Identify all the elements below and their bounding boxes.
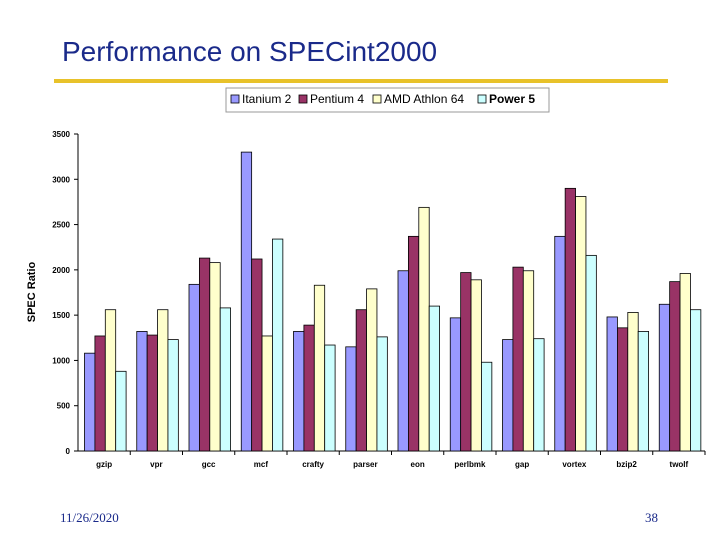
y-tick-label: 0: [66, 447, 71, 456]
bar-vortex-pentium-4: [564, 187, 576, 452]
y-tick-label: 2000: [52, 266, 70, 275]
bar-parser-pentium-4: [355, 309, 367, 452]
y-tick-label: 500: [57, 402, 71, 411]
bar-perlbmk-pentium-4: [460, 272, 472, 452]
bar-mcf-amd-athlon-64: [261, 335, 273, 452]
bar-vpr-power-5: [167, 339, 179, 452]
legend-label-power-5: Power 5: [489, 92, 535, 106]
legend-box: [225, 87, 550, 113]
y-tick-label: 1500: [52, 311, 70, 320]
bar-vpr-itanium-2: [136, 331, 148, 452]
y-tick-label: 3000: [52, 175, 70, 184]
title-underline: [54, 79, 668, 83]
x-tick-label-crafty: crafty: [302, 460, 324, 469]
bar-vortex-amd-athlon-64: [575, 196, 587, 452]
bar-parser-amd-athlon-64: [366, 288, 378, 452]
bar-vortex-power-5: [585, 254, 597, 452]
bar-eon-amd-athlon-64: [418, 206, 430, 452]
bar-twolf-power-5: [690, 309, 702, 452]
x-tick-label-gzip: gzip: [96, 460, 112, 469]
bar-bzip2-power-5: [637, 331, 650, 452]
bar-gzip-itanium-2: [84, 352, 96, 452]
y-tick-label: 1000: [52, 356, 70, 365]
bar-bzip2-pentium-4: [617, 327, 629, 452]
x-tick-label-gcc: gcc: [202, 460, 216, 469]
bar-twolf-amd-athlon-64: [679, 273, 691, 452]
bar-parser-itanium-2: [345, 346, 357, 452]
bar-crafty-pentium-4: [303, 324, 315, 452]
legend-swatch-amd-athlon-64: [372, 94, 382, 104]
bar-bzip2-itanium-2: [606, 316, 618, 452]
bar-eon-power-5: [428, 305, 441, 452]
page-number: 38: [645, 510, 658, 525]
legend-label-pentium-4: Pentium 4: [310, 92, 364, 106]
footer-date: 11/26/2020: [60, 510, 119, 525]
bar-crafty-power-5: [324, 344, 336, 452]
bar-mcf-power-5: [272, 238, 284, 452]
legend: Itanium 2 Pentium 4 AMD Athlon 64 Power 5: [230, 92, 535, 106]
x-tick-label-bzip2: bzip2: [616, 460, 637, 469]
bar-gcc-itanium-2: [188, 283, 200, 452]
bar-twolf-pentium-4: [669, 281, 681, 452]
bar-bzip2-amd-athlon-64: [627, 312, 639, 452]
bar-gcc-amd-athlon-64: [209, 262, 221, 452]
bar-perlbmk-amd-athlon-64: [470, 279, 482, 452]
bar-crafty-amd-athlon-64: [313, 284, 326, 452]
bar-twolf-itanium-2: [658, 303, 671, 452]
bar-gap-pentium-4: [512, 266, 524, 452]
x-tick-label-mcf: mcf: [254, 460, 269, 469]
bar-gzip-amd-athlon-64: [104, 309, 117, 452]
x-tick-label-vpr: vpr: [150, 460, 162, 469]
x-axis-ticks: gzip vpr gcc mcf crafty parser eon perlbmk gap vo…: [96, 451, 706, 469]
legend-swatch-pentium-4: [298, 94, 308, 104]
bar-gap-amd-athlon-64: [522, 270, 535, 452]
bar-mcf-pentium-4: [251, 258, 263, 452]
x-tick-label-eon: eon: [411, 460, 425, 469]
bar-mcf-itanium-2: [240, 151, 253, 452]
y-axis-label: SPEC Ratio: [26, 261, 38, 322]
bar-gcc-pentium-4: [198, 257, 211, 452]
bar-gap-itanium-2: [502, 339, 514, 452]
bar-parser-power-5: [376, 336, 388, 452]
bar-gap-power-5: [533, 338, 545, 452]
legend-label-itanium-2: Itanium 2: [242, 92, 292, 106]
legend-swatch-power-5: [477, 94, 487, 104]
x-tick-label-twolf: twolf: [670, 460, 689, 469]
x-tick-label-perlbmk: perlbmk: [454, 460, 486, 469]
x-tick-label-gap: gap: [515, 460, 529, 469]
bar-gzip-power-5: [115, 370, 127, 452]
slide-title: Performance on SPECint2000: [62, 36, 438, 67]
bar-gcc-power-5: [219, 307, 231, 452]
x-tick-label-vortex: vortex: [562, 460, 587, 469]
y-axis-ticks: 0 500 1000 1500 2000 2500 3000 3500: [52, 130, 78, 456]
bar-gzip-pentium-4: [94, 335, 106, 452]
bar-groups: [84, 151, 702, 452]
bar-perlbmk-itanium-2: [449, 317, 462, 452]
legend-swatch-itanium-2: [230, 94, 240, 104]
bar-crafty-itanium-2: [293, 331, 305, 452]
bar-vpr-pentium-4: [146, 334, 158, 452]
bar-eon-pentium-4: [407, 235, 420, 452]
legend-label-amd-athlon-64: AMD Athlon 64: [384, 92, 464, 106]
y-tick-label: 2500: [52, 221, 70, 230]
bar-vortex-itanium-2: [554, 235, 566, 452]
y-tick-label: 3500: [52, 130, 70, 139]
bar-eon-itanium-2: [397, 270, 409, 452]
x-tick-label-parser: parser: [353, 460, 377, 469]
bar-perlbmk-power-5: [481, 361, 493, 452]
bar-vpr-amd-athlon-64: [157, 309, 169, 452]
